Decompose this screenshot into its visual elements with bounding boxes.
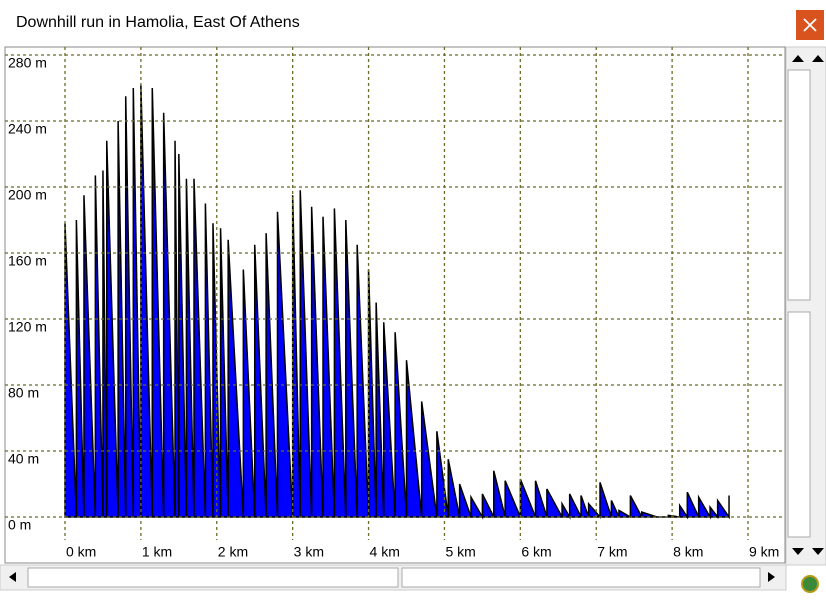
x-tick-label: 4 km <box>370 544 400 560</box>
y-tick-label: 120 m <box>8 319 47 335</box>
x-tick-label: 6 km <box>521 544 551 560</box>
elevation-area <box>64 84 730 520</box>
x-tick-label: 0 km <box>66 544 96 560</box>
x-tick-label: 3 km <box>294 544 324 560</box>
x-tick-label: 8 km <box>673 544 703 560</box>
y-tick-label: 240 m <box>8 121 47 137</box>
scroll-down[interactable] <box>792 548 824 555</box>
y-tick-label: 160 m <box>8 253 47 269</box>
x-tick-label: 9 km <box>749 544 779 560</box>
scroll-thumb-h2[interactable] <box>401 567 761 588</box>
x-tick-label: 5 km <box>445 544 475 560</box>
scroll-up[interactable] <box>792 55 824 62</box>
x-tick-label: 2 km <box>218 544 248 560</box>
close-icon <box>803 18 817 32</box>
window-title: Downhill run in Hamolia, East Of Athens <box>16 14 300 31</box>
y-tick-label: 40 m <box>8 451 39 467</box>
scroll-thumb-h[interactable] <box>27 567 399 588</box>
y-tick-label: 200 m <box>8 187 47 203</box>
y-tick-label: 280 m <box>8 55 47 71</box>
status-icon[interactable] <box>801 575 819 593</box>
scroll-thumb-2[interactable] <box>787 311 811 538</box>
y-tick-label: 0 m <box>8 517 31 533</box>
y-tick-label: 80 m <box>8 385 39 401</box>
x-tick-label: 7 km <box>597 544 627 560</box>
scroll-thumb[interactable] <box>787 69 811 301</box>
x-tick-label: 1 km <box>142 544 172 560</box>
